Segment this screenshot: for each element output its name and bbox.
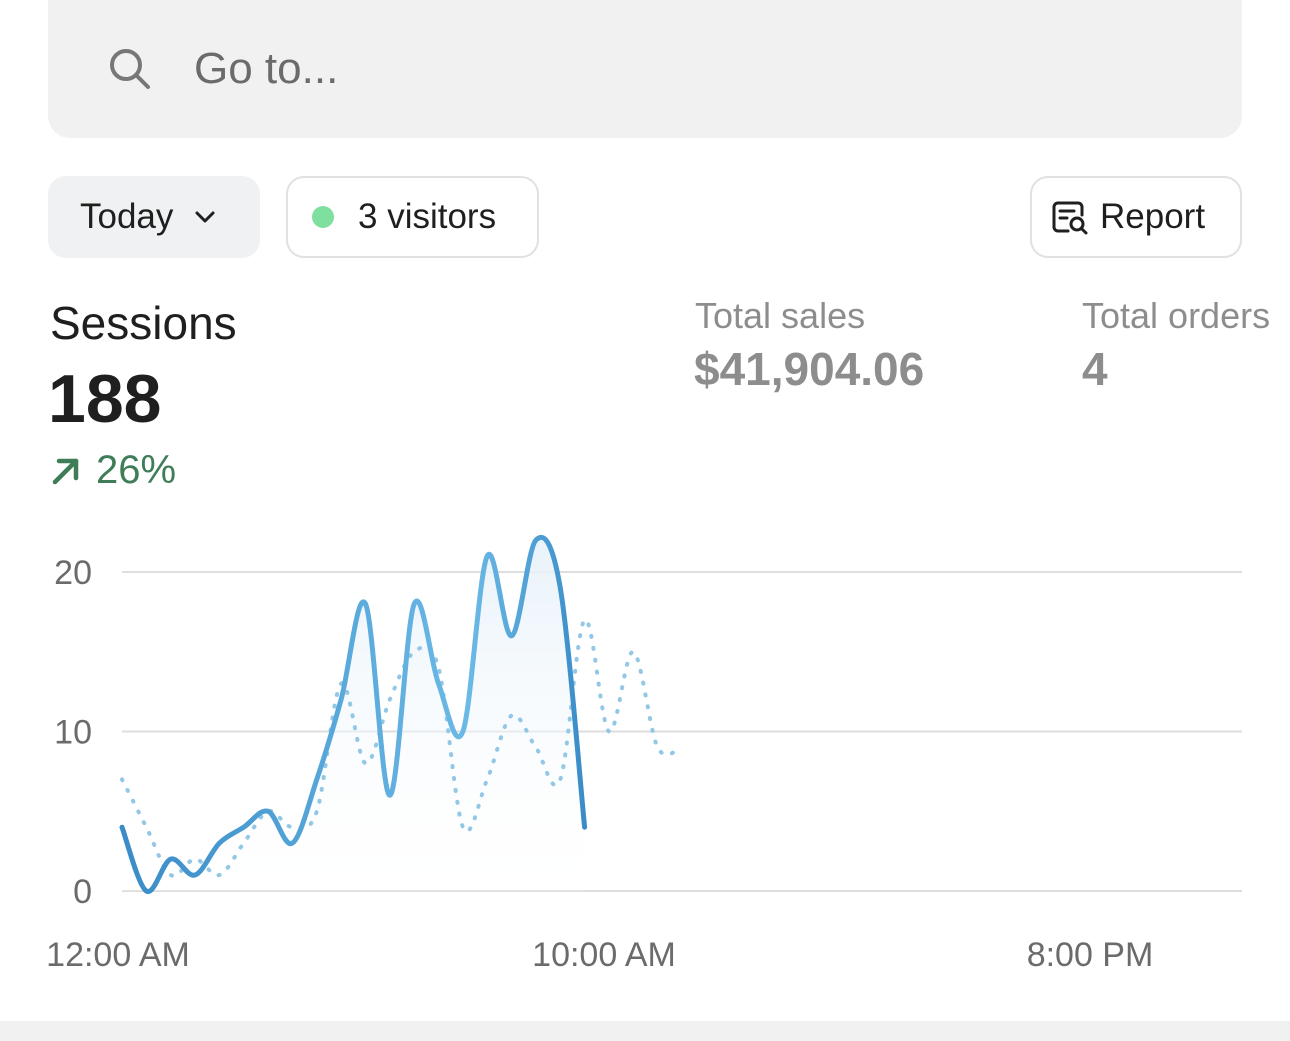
bottom-bar (0, 1021, 1290, 1041)
search-bar[interactable] (48, 0, 1242, 138)
visitors-label: 3 visitors (358, 197, 497, 236)
live-visitors-button[interactable]: 3 visitors (286, 176, 539, 258)
x-tick-label: 10:00 AM (532, 936, 676, 974)
sessions-value: 188 (48, 361, 162, 437)
sessions-change-value: 26% (96, 448, 177, 492)
series-line-primary (119, 534, 588, 894)
sessions-label: Sessions (50, 297, 237, 349)
total-orders-label: Total orders (1082, 295, 1271, 336)
live-dot-icon (312, 206, 334, 228)
y-tick-label: 20 (54, 554, 92, 592)
series-line-comparison (120, 617, 684, 878)
y-tick-label: 10 (54, 714, 92, 752)
report-icon (1052, 201, 1088, 235)
report-label: Report (1100, 197, 1206, 236)
date-range-label: Today (80, 197, 174, 236)
x-tick-label: 8:00 PM (1027, 936, 1154, 974)
date-range-dropdown[interactable]: Today (48, 176, 260, 258)
report-button[interactable]: Report (1030, 176, 1242, 258)
total-orders-value: 4 (1082, 343, 1108, 395)
arrow-up-right-icon (52, 458, 79, 484)
chevron-down-icon (195, 211, 215, 223)
x-tick-label: 12:00 AM (46, 936, 190, 974)
search-icon (110, 49, 150, 89)
total-sales-value: $41,904.06 (694, 343, 925, 395)
sessions-change: 26% (50, 448, 176, 493)
search-input[interactable] (194, 44, 1094, 94)
total-sales-label: Total sales (695, 295, 866, 336)
y-tick-label: 0 (73, 873, 92, 911)
